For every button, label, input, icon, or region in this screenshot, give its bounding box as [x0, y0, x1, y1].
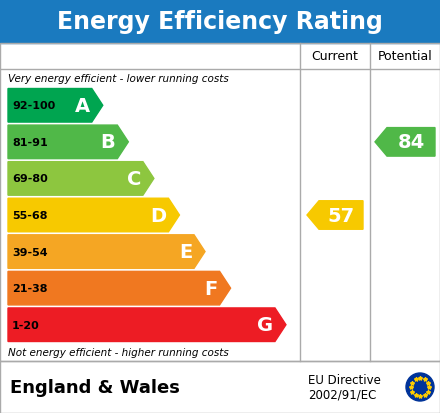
Text: 92-100: 92-100 — [12, 101, 55, 111]
Text: 57: 57 — [327, 206, 355, 225]
Polygon shape — [8, 199, 180, 232]
Text: G: G — [257, 316, 273, 335]
Text: 69-80: 69-80 — [12, 174, 48, 184]
Text: 1-20: 1-20 — [12, 320, 40, 330]
Text: C: C — [127, 169, 141, 188]
Text: Very energy efficient - lower running costs: Very energy efficient - lower running co… — [8, 74, 229, 84]
Text: Energy Efficiency Rating: Energy Efficiency Rating — [57, 10, 383, 34]
Text: EU Directive: EU Directive — [308, 374, 381, 387]
Polygon shape — [375, 128, 435, 157]
Polygon shape — [8, 126, 128, 159]
Polygon shape — [8, 308, 286, 342]
Circle shape — [406, 373, 434, 401]
Bar — [0, 361, 440, 413]
Bar — [0, 44, 440, 361]
Text: 55-68: 55-68 — [12, 211, 48, 221]
Text: E: E — [179, 242, 192, 261]
Text: Current: Current — [312, 50, 359, 63]
Text: Potential: Potential — [378, 50, 433, 63]
Text: B: B — [101, 133, 115, 152]
Polygon shape — [307, 201, 363, 230]
Polygon shape — [8, 89, 103, 123]
Text: Not energy efficient - higher running costs: Not energy efficient - higher running co… — [8, 347, 229, 357]
Text: 39-54: 39-54 — [12, 247, 48, 257]
Text: England & Wales: England & Wales — [10, 378, 180, 396]
Polygon shape — [8, 235, 205, 269]
Text: 84: 84 — [397, 133, 425, 152]
Text: 2002/91/EC: 2002/91/EC — [308, 387, 376, 401]
Text: A: A — [75, 97, 90, 116]
Text: D: D — [150, 206, 166, 225]
Bar — [0, 0, 440, 44]
Text: F: F — [204, 279, 217, 298]
Polygon shape — [8, 162, 154, 196]
Text: 81-91: 81-91 — [12, 138, 48, 147]
Polygon shape — [8, 272, 231, 305]
Text: 21-38: 21-38 — [12, 283, 48, 293]
